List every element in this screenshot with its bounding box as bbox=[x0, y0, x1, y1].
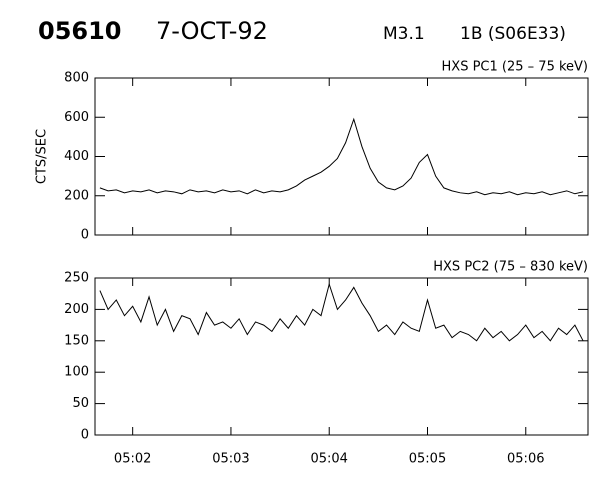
y-tick-label: 800 bbox=[64, 71, 89, 86]
flare-class: M3.1 bbox=[383, 24, 425, 44]
y-tick-label: 0 bbox=[81, 428, 89, 443]
y-tick-label: 250 bbox=[64, 271, 89, 286]
event-number: 05610 bbox=[38, 17, 122, 45]
y-tick-label: 150 bbox=[64, 333, 89, 348]
y-tick-label: 50 bbox=[72, 396, 89, 411]
x-tick-label: 05:06 bbox=[507, 452, 544, 467]
y-tick-label: 0 bbox=[81, 228, 89, 243]
y-tick-label: 200 bbox=[64, 302, 89, 317]
y-tick-label: 100 bbox=[64, 365, 89, 380]
data-line bbox=[99, 117, 584, 196]
x-tick-label: 05:05 bbox=[409, 452, 446, 467]
plot-frame bbox=[94, 277, 589, 436]
y-tick-label: 400 bbox=[64, 149, 89, 164]
x-tick-label: 05:03 bbox=[212, 452, 249, 467]
panel-title: HXS PC2 (75 – 830 keV) bbox=[433, 260, 588, 275]
x-tick-label: 05:04 bbox=[310, 452, 347, 467]
panel-title: HXS PC1 (25 – 75 keV) bbox=[442, 60, 588, 75]
x-tick-label: 05:02 bbox=[114, 452, 151, 467]
y-axis-label: CTS/SEC bbox=[35, 129, 50, 184]
event-date: 7-OCT-92 bbox=[156, 17, 268, 45]
data-line bbox=[99, 282, 584, 342]
flare-location: 1B (S06E33) bbox=[460, 24, 566, 44]
y-tick-label: 600 bbox=[64, 110, 89, 125]
y-tick-label: 200 bbox=[64, 188, 89, 203]
